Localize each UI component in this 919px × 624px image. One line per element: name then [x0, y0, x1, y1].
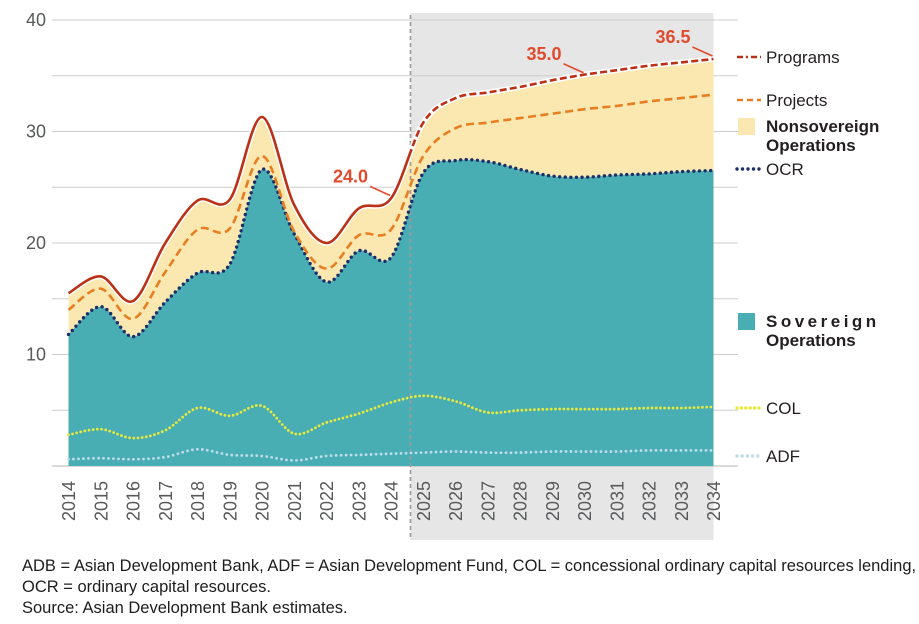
- footnote-abbreviations-line1: ADB = Asian Development Bank, ADF = Asia…: [22, 557, 917, 575]
- y-axis-label-20: 20: [26, 233, 46, 253]
- legend-label-sovereign-line2: Operations: [766, 331, 856, 350]
- x-axis-label-2027: 2027: [478, 481, 498, 521]
- legend-item-ocr: OCR: [735, 160, 804, 179]
- annotation-leader-24.0: [369, 185, 391, 197]
- annotation-leader-36.5: [692, 46, 713, 57]
- legend-label-programs: Programs: [766, 48, 840, 67]
- x-axis-label-2029: 2029: [543, 481, 563, 521]
- footnote-abbreviations-line2: OCR = ordinary capital resources.: [22, 578, 271, 596]
- legend-label-ocr: OCR: [766, 160, 804, 179]
- x-axis-label-2033: 2033: [672, 481, 692, 521]
- legend: ProgramsProjectsNonsovereignOperationsOC…: [735, 48, 880, 466]
- legend-label-sovereign: Sovereign: [766, 312, 880, 331]
- projects-line: [67, 93, 714, 321]
- x-axis-label-2024: 2024: [382, 481, 402, 521]
- x-axis-label-2017: 2017: [156, 481, 176, 521]
- annotation-value-24.0: 24.0: [333, 166, 368, 186]
- legend-label-projects: Projects: [766, 91, 827, 110]
- legend-item-programs: Programs: [737, 48, 840, 67]
- x-axis-label-2031: 2031: [607, 481, 627, 521]
- adf-line: [67, 447, 715, 462]
- programs-line-history: [67, 115, 411, 303]
- legend-label-col: COL: [766, 399, 801, 418]
- x-axis-label-2015: 2015: [91, 481, 111, 521]
- x-axis-label-2018: 2018: [188, 481, 208, 521]
- footnote: ADB = Asian Development Bank, ADF = Asia…: [22, 556, 917, 619]
- series-lines: [66, 56, 716, 462]
- x-axis-label-2026: 2026: [446, 481, 466, 521]
- y-axis-label-30: 30: [26, 122, 46, 142]
- annotation-value-36.5: 36.5: [655, 27, 690, 47]
- col-line: [67, 394, 715, 440]
- legend-label-nonsovereign: Nonsovereign: [766, 117, 879, 136]
- legend-label-adf: ADF: [766, 447, 800, 466]
- y-axis-label-40: 40: [26, 10, 46, 30]
- x-axis-label-2032: 2032: [640, 481, 660, 521]
- series-areas: [68, 59, 714, 467]
- programs-line-forecast: [410, 57, 714, 156]
- annotation-value-35.0: 35.0: [526, 44, 561, 64]
- x-axis-label-2030: 2030: [575, 481, 595, 521]
- annotation-leader-35.0: [563, 63, 584, 74]
- nonsovereign-operations-swatch: [738, 118, 755, 135]
- nonsovereign-operations-area: [68, 59, 714, 337]
- y-axis-label-10: 10: [26, 345, 46, 365]
- x-axis-label-2034: 2034: [704, 481, 724, 521]
- ocr-line: [66, 157, 716, 339]
- annotations: 24.0 35.0 36.5: [333, 27, 713, 197]
- legend-label-nonsovereign-line2: Operations: [766, 136, 856, 155]
- legend-item-col: COL: [735, 399, 801, 418]
- x-axis-label-2020: 2020: [253, 481, 273, 521]
- sovereign-operations-swatch: [738, 313, 755, 330]
- x-axis-label-2021: 2021: [285, 481, 305, 521]
- legend-item-adf: ADF: [735, 447, 800, 466]
- x-axis-label-2016: 2016: [124, 481, 144, 521]
- x-axis-label-2028: 2028: [511, 481, 531, 521]
- x-axis-label-2019: 2019: [220, 481, 240, 521]
- x-axis-label-2025: 2025: [414, 481, 434, 521]
- x-axis-label-2014: 2014: [59, 481, 79, 521]
- legend-item-projects: Projects: [737, 91, 827, 110]
- x-axis-label-2022: 2022: [317, 481, 337, 521]
- x-axis-label-2023: 2023: [349, 481, 369, 521]
- footnote-source: Source: Asian Development Bank estimates…: [22, 599, 348, 617]
- sovereign-operations-area: [68, 159, 714, 467]
